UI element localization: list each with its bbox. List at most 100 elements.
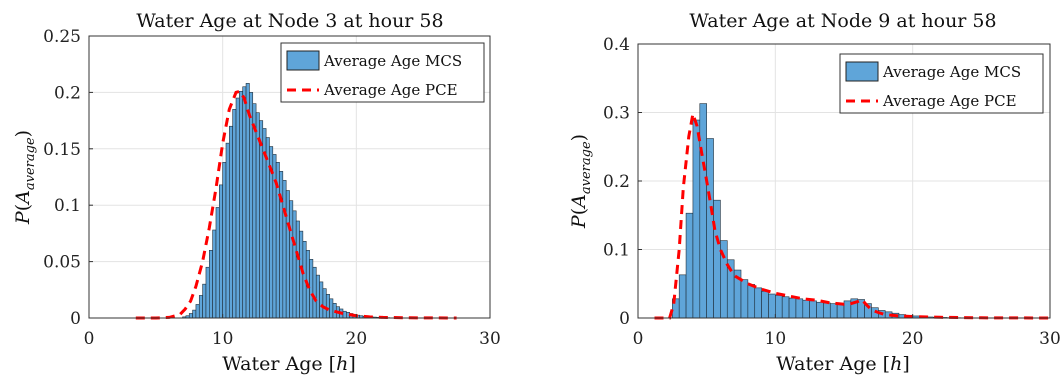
histogram-bar [309,259,314,319]
pce-curve [654,107,1051,320]
histogram-bar [292,210,297,319]
histogram-bar [229,125,233,319]
histogram-bar [195,304,200,319]
histogram-bar [225,142,230,319]
y-axis-label: P(Aaverage) [12,130,38,225]
histogram-bar [699,103,707,319]
histogram-bar [209,250,213,319]
histogram-bar [809,300,817,319]
x-tick-label: 30 [479,329,501,349]
histogram-bar [795,298,804,319]
legend-label-mcs: Average Age MCS [323,52,462,70]
histogram-bar [775,295,783,319]
histogram-bar [272,154,277,319]
y-tick-labels: 0 0.1 0.2 0.3 0.4 [603,35,642,329]
histogram-bar [823,302,831,319]
legend-bar-swatch [845,61,879,82]
histogram-bar [325,294,330,319]
y-tick-label: 0.05 [43,253,81,273]
legend-label-mcs: Average Age MCS [882,63,1021,81]
histogram-bar [768,293,776,319]
y-tick-label: 0.25 [43,27,81,47]
legend: Average Age MCS Average Age PCE [280,42,485,103]
y-tick-label: 0.3 [603,104,630,124]
x-axis-label: Water Age [h] [222,353,355,375]
histogram-bar [285,190,290,319]
histogram-bar [245,83,250,319]
histogram-bar [685,212,694,319]
x-tick-label: 20 [346,329,368,349]
histogram-bar [692,119,701,319]
histogram-bar [322,288,327,319]
chart-title: Water Age at Node 9 at hour 58 [689,10,996,32]
x-tick-label: 10 [765,329,787,349]
histogram-bar [315,274,320,319]
histogram-bar [678,274,687,319]
histogram-bar [205,266,210,319]
histogram-bar [843,300,852,319]
chart-title: Water Age at Node 3 at hour 58 [136,10,443,32]
x-tick-label: 20 [902,329,924,349]
legend: Average Age MCS Average Age PCE [839,53,1044,114]
histogram-bar [212,229,217,319]
x-tick-label: 0 [633,329,644,349]
y-tick-label: 0.2 [54,83,81,103]
histogram-bar [235,97,240,319]
chart-node-3: Water Age at Node 3 at hour 58 0 10 20 30 0… [12,10,501,375]
histogram-bar [747,284,756,319]
y-tick-label: 0 [619,309,630,329]
histogram-bar [198,295,203,319]
x-tick-label: 30 [1039,329,1061,349]
histogram-bar [232,109,237,319]
y-tick-label: 0.2 [603,172,630,192]
histogram-bar [754,287,762,319]
histogram-bar [242,86,247,319]
histogram-bar [829,303,838,319]
chart-node-9: Water Age at Node 9 at hour 58 0 10 20 30 0… [568,10,1061,375]
histogram-bar [265,137,270,319]
x-tick-label: 10 [212,329,234,349]
plot-frame [88,35,491,319]
histogram-bar [761,290,769,319]
histogram-bar [302,240,307,319]
histogram-bar [222,162,227,319]
pce-curve [135,89,457,320]
histogram-bar [788,297,797,319]
histogram-bar [816,301,824,319]
x-tick-labels: 0 10 20 30 [84,314,501,349]
histogram-bar [279,171,284,319]
histogram-bar [713,199,721,319]
y-tick-label: 0 [70,309,81,329]
histogram-bar [802,299,810,319]
histogram-bar [215,207,220,319]
histogram-bar [342,310,347,319]
y-tick-label: 0.4 [603,35,630,55]
histogram-bar [192,309,197,319]
y-tick-label: 0.1 [54,196,81,216]
histogram-bar [319,281,324,319]
y-axis-label: P(Aaverage) [568,134,594,229]
histogram-bar [219,184,223,319]
legend-label-pce: Average Age PCE [882,92,1017,110]
histogram-bar [188,313,193,319]
legend-bar-swatch [286,50,320,71]
histogram-bar [329,298,334,319]
histogram-bar [289,200,294,319]
histogram-bar [706,138,714,319]
y-tick-label: 0.15 [43,140,81,160]
histogram-bar [312,266,317,319]
histogram-bar [282,180,287,319]
x-tick-label: 0 [84,329,95,349]
x-axis-label: Water Age [h] [776,353,909,375]
y-tick-labels: 0 0.05 0.1 0.15 0.2 0.25 [43,27,93,329]
histogram-bar [249,92,254,319]
histogram-bar [259,120,264,319]
y-tick-label: 0.1 [603,241,630,261]
histogram-bar [202,283,207,319]
histogram-bar [836,303,845,319]
histogram-bar [255,112,260,319]
x-tick-labels: 0 10 20 30 [633,314,1061,349]
legend-label-pce: Average Age PCE [323,81,458,99]
histogram-bar [239,90,244,319]
